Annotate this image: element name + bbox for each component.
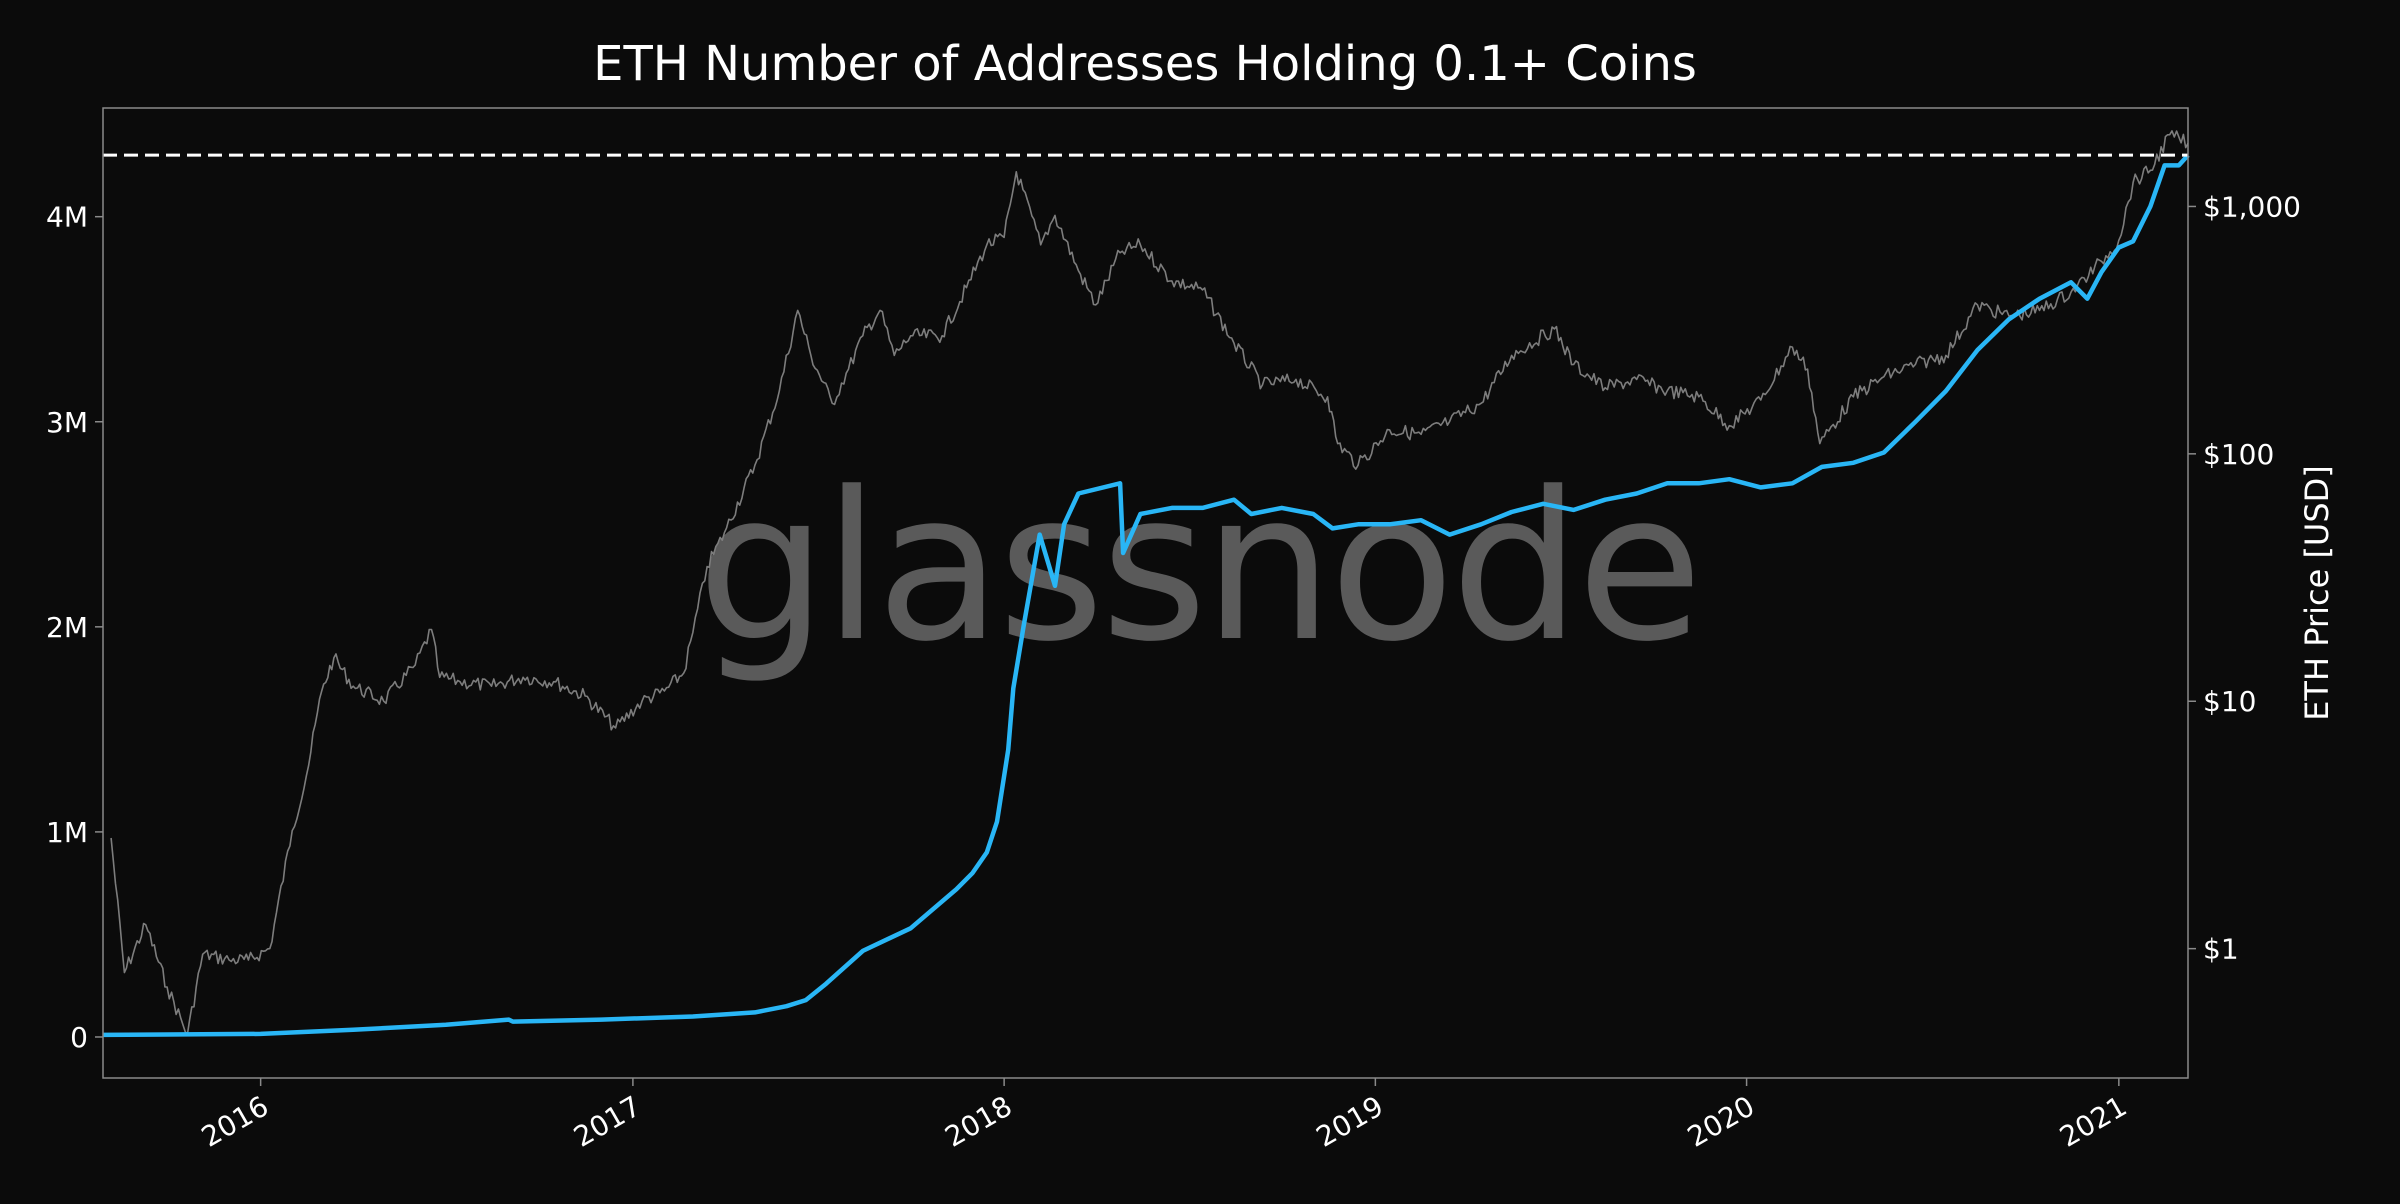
price-series-layer — [110, 130, 2189, 1036]
right-axis-title: ETH Price [USD] — [2298, 465, 2336, 721]
left-tick-label: 2M — [46, 611, 88, 644]
left-tick-label: 3M — [46, 406, 88, 439]
right-axis: $1 $10 $100 $1,000 — [2188, 190, 2301, 966]
left-axis: 0 1M 2M 3M 4M — [46, 201, 103, 1054]
right-tick-label: $10 — [2203, 685, 2256, 718]
addresses-series-layer — [102, 153, 2190, 1038]
chart-title: ETH Number of Addresses Holding 0.1+ Coi… — [593, 36, 1697, 92]
price-line — [110, 130, 2189, 1036]
addresses-line — [102, 153, 2190, 1038]
right-tick-label: $1,000 — [2203, 190, 2301, 223]
left-tick-label: 1M — [46, 816, 88, 849]
right-tick-label: $1 — [2203, 933, 2239, 966]
left-tick-label: 4M — [46, 201, 88, 234]
right-tick-label: $100 — [2203, 438, 2274, 471]
left-tick-label: 0 — [70, 1021, 88, 1054]
watermark-logo: glassnode — [697, 449, 1699, 687]
plot-frame — [102, 107, 2189, 1079]
